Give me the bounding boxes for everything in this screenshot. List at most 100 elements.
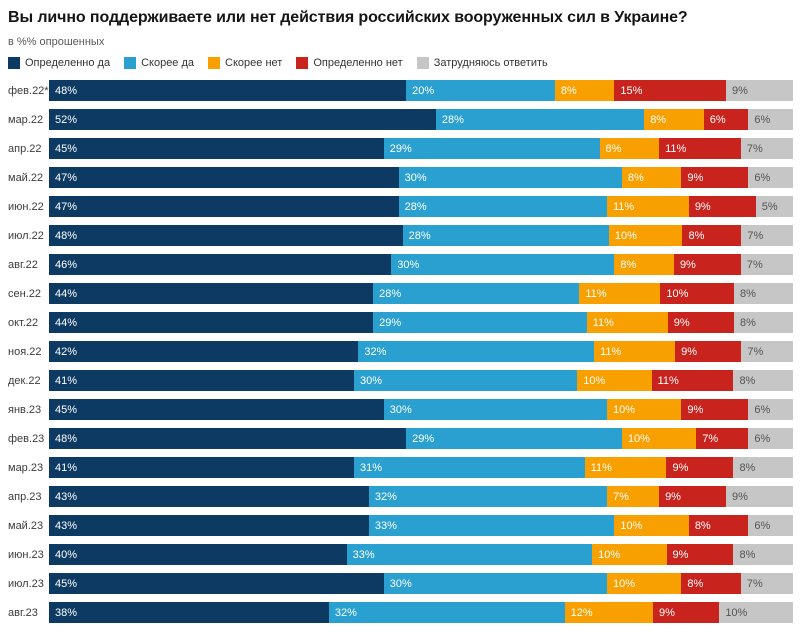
bar-segment: 30% xyxy=(391,254,615,275)
segment-value-label: 29% xyxy=(389,142,412,155)
bar-row: фев.22* 48% 20% 8% 15% 9% xyxy=(0,80,793,101)
bar-segment: 8% xyxy=(733,370,793,391)
segment-value-label: 12% xyxy=(570,606,593,619)
segment-value-label: 7% xyxy=(747,229,764,242)
bar-row: сен.22 44% 28% 11% 10% 8% xyxy=(0,283,793,304)
segment-value-label: 44% xyxy=(55,316,78,329)
segment-value-label: 10% xyxy=(620,519,643,532)
bar-segment: 9% xyxy=(666,457,734,478)
row-label: сен.22 xyxy=(8,287,41,300)
segment-value-label: 43% xyxy=(55,490,78,503)
segment-value-label: 32% xyxy=(374,490,397,503)
segment-value-label: 28% xyxy=(379,287,402,300)
bar-segment: 10% xyxy=(592,544,667,565)
bar-segment: 30% xyxy=(354,370,578,391)
segment-value-label: 11% xyxy=(612,200,635,213)
segment-value-label: 41% xyxy=(55,374,78,387)
row-label: июн.23 xyxy=(8,548,44,561)
bar-segments: 48% 20% 8% 15% 9% xyxy=(49,80,793,101)
segment-value-label: 8% xyxy=(694,519,711,532)
bar-segment: 10% xyxy=(614,515,689,536)
bar-segment: 32% xyxy=(358,341,595,362)
segment-value-label: 28% xyxy=(404,200,427,213)
bar-row: окт.22 44% 29% 11% 9% 8% xyxy=(0,312,793,333)
bar-segment: 6% xyxy=(748,515,793,536)
bar-segment: 9% xyxy=(653,602,720,623)
bar-segment: 33% xyxy=(368,515,615,536)
segment-value-label: 41% xyxy=(55,461,78,474)
row-label: май.22 xyxy=(8,171,44,184)
segment-value-label: 9% xyxy=(732,490,748,503)
segment-value-label: 6% xyxy=(709,113,726,126)
segment-value-label: 7% xyxy=(746,258,763,271)
chart-subtitle: в %% опрошенных xyxy=(8,36,105,48)
bar-row: фев.23 48% 29% 10% 7% 6% xyxy=(0,428,793,449)
segment-value-label: 7% xyxy=(612,490,629,503)
bar-segment: 28% xyxy=(373,283,580,304)
segment-value-label: 6% xyxy=(754,432,771,445)
bar-segments: 48% 29% 10% 7% 6% xyxy=(49,428,793,449)
bar-segment: 10% xyxy=(660,283,735,304)
segment-value-label: 10% xyxy=(725,606,748,619)
bar-row: июл.22 48% 28% 10% 8% 7% xyxy=(0,225,793,246)
segment-value-label: 9% xyxy=(672,461,689,474)
legend-label: Затрудняюсь ответить xyxy=(433,56,548,69)
bar-row: авг.22 46% 30% 8% 9% 7% xyxy=(0,254,793,275)
segment-value-label: 6% xyxy=(754,403,771,416)
bar-row: май.23 43% 33% 10% 8% 6% xyxy=(0,515,793,536)
bar-segment: 48% xyxy=(49,80,407,101)
segment-value-label: 43% xyxy=(55,519,78,532)
legend-swatch-icon xyxy=(208,56,221,69)
bar-segment: 10% xyxy=(608,225,683,246)
bar-segment: 11% xyxy=(659,138,741,159)
segment-value-label: 11% xyxy=(585,287,607,300)
bar-segment: 41% xyxy=(49,457,355,478)
bar-row: май.22 47% 30% 8% 9% 6% xyxy=(0,167,793,188)
bar-segment: 31% xyxy=(354,457,585,478)
bar-segment: 11% xyxy=(586,312,668,333)
bar-segment: 7% xyxy=(741,341,793,362)
bar-segments: 43% 32% 7% 9% 9% xyxy=(49,486,793,507)
row-label: мар.23 xyxy=(8,461,44,474)
bar-segment: 9% xyxy=(726,486,793,507)
segment-value-label: 20% xyxy=(412,84,435,97)
bar-segment: 8% xyxy=(733,544,793,565)
segment-value-label: 30% xyxy=(389,577,412,590)
bar-segment: 8% xyxy=(621,167,682,188)
legend: Определенно да Скорее да Скорее нет Определ… xyxy=(0,49,800,69)
segment-value-label: 8% xyxy=(739,374,756,387)
row-label: июл.23 xyxy=(8,577,44,590)
bar-segment: 9% xyxy=(673,254,741,275)
segment-value-label: 30% xyxy=(389,403,412,416)
bar-row: дек.22 41% 30% 10% 11% 8% xyxy=(0,370,793,391)
bar-segment: 8% xyxy=(734,312,793,333)
segment-value-label: 52% xyxy=(55,113,78,126)
segment-value-label: 7% xyxy=(702,432,719,445)
segment-value-label: 29% xyxy=(379,316,402,329)
legend-item: Скорее да xyxy=(124,56,194,69)
segment-value-label: 40% xyxy=(55,548,78,561)
row-label: май.23 xyxy=(8,519,44,532)
segment-value-label: 8% xyxy=(688,229,705,242)
row-label: дек.22 xyxy=(8,374,41,387)
segment-value-label: 9% xyxy=(672,548,689,561)
legend-swatch-icon xyxy=(416,56,429,69)
bar-row: июн.22 47% 28% 11% 9% 5% xyxy=(0,196,793,217)
bar-segment: 10% xyxy=(719,602,793,623)
segment-value-label: 10% xyxy=(583,374,606,387)
bar-row: ноя.22 42% 32% 11% 9% 7% xyxy=(0,341,793,362)
segment-value-label: 15% xyxy=(620,84,643,97)
bar-segment: 8% xyxy=(614,254,674,275)
legend-label: Определенно да xyxy=(25,56,111,69)
bar-segment: 6% xyxy=(748,109,793,130)
bar-segment: 32% xyxy=(368,486,607,507)
bar-segment: 9% xyxy=(681,167,749,188)
segment-value-label: 28% xyxy=(408,229,431,242)
bar-segments: 41% 30% 10% 11% 8% xyxy=(49,370,793,391)
segment-value-label: 38% xyxy=(55,606,78,619)
bar-segment: 44% xyxy=(49,283,374,304)
bar-segment: 9% xyxy=(675,341,742,362)
bar-row: июл.23 45% 30% 10% 8% 7% xyxy=(0,573,793,594)
bar-segment: 40% xyxy=(49,544,347,565)
